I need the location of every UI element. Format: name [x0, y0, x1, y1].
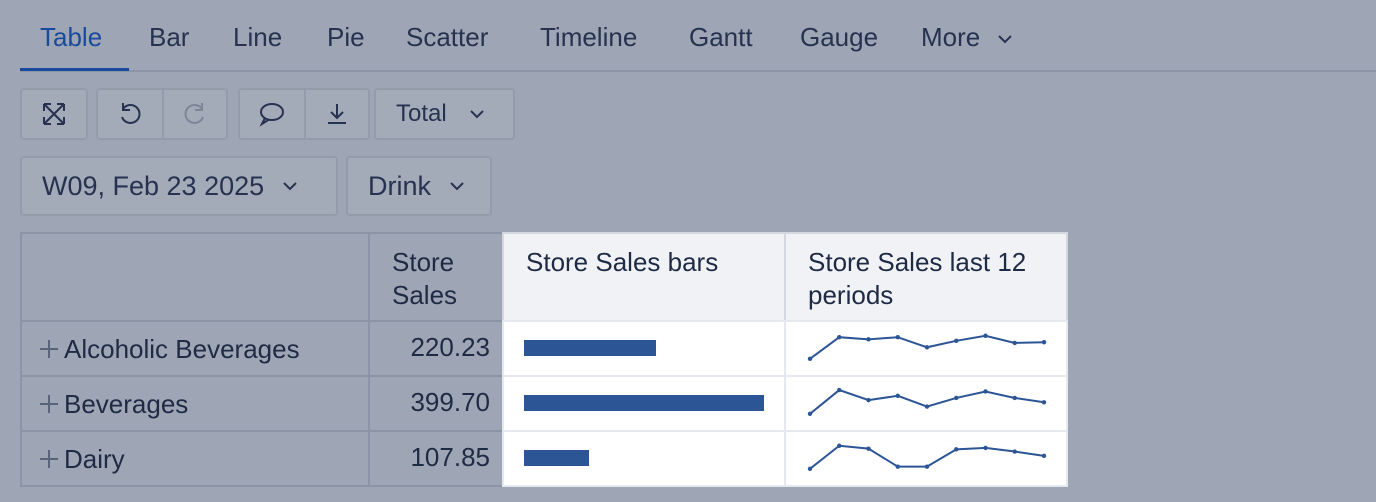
row-label: Dairy [64, 444, 125, 474]
undo-button[interactable] [98, 90, 162, 138]
total-dropdown-label: Total [396, 100, 447, 127]
sparkline [807, 443, 1047, 471]
sparkline-point [924, 464, 930, 469]
row-label-cell: Dairy [20, 430, 370, 487]
sparkline-point [954, 338, 959, 343]
chevron-down-icon [450, 182, 464, 191]
sparkline-point [837, 335, 842, 340]
comment-icon [259, 103, 284, 127]
row-label-cell: Alcoholic Beverages [20, 320, 370, 377]
header-store-sales-bars-label: Store Sales bars [526, 247, 719, 277]
sparkline-point [807, 466, 813, 471]
header-store-sales-label: Store Sales [392, 247, 458, 310]
store-sales-bar [524, 395, 764, 411]
category-filter-dropdown[interactable]: Drink [346, 156, 492, 216]
download-button[interactable] [304, 90, 368, 138]
period-filter-label: W09, Feb 23 2025 [42, 170, 265, 201]
comment-download-group [238, 88, 370, 140]
undo-icon [121, 103, 141, 124]
sparkline-point [866, 337, 871, 342]
redo-button[interactable] [162, 90, 226, 138]
sparkline-point [954, 447, 959, 452]
row-label-cell: Beverages [20, 375, 370, 432]
sparkline-point [895, 335, 900, 340]
store-sales-value: 107.85 [410, 442, 490, 472]
sparkline-cell [784, 430, 1068, 487]
period-filter-dropdown[interactable]: W09, Feb 23 2025 [20, 156, 338, 216]
store-sales-value-cell: 220.23 [368, 320, 504, 377]
tab-gantt[interactable]: Gantt [689, 22, 753, 52]
sparkline-point [924, 345, 930, 350]
store-sales-bar-cell [502, 320, 786, 377]
tab-table[interactable]: Table [40, 22, 103, 52]
sparkline-point [895, 393, 900, 398]
category-filter-label: Drink [368, 170, 432, 201]
store-sales-value: 220.23 [410, 332, 490, 362]
expand-row-plus-icon[interactable] [38, 448, 60, 470]
tab-bar[interactable]: Bar [149, 22, 190, 52]
tab-line[interactable]: Line [233, 22, 283, 52]
store-sales-value-cell: 107.85 [368, 430, 504, 487]
expand-icon [43, 103, 65, 125]
expand-button[interactable] [20, 88, 88, 140]
sparkline-point [807, 356, 813, 361]
sparkline-point [1012, 395, 1017, 401]
chevron-down-icon [469, 110, 484, 119]
sparkline-point [807, 411, 813, 416]
header-store-sales: Store Sales [368, 232, 504, 322]
undo-redo-group [96, 88, 228, 140]
row-label: Beverages [64, 389, 189, 419]
active-tab-indicator [20, 68, 129, 71]
sparkline [807, 333, 1047, 361]
sparkline-point [983, 389, 988, 394]
sparkline-point [895, 464, 900, 469]
redo-icon [184, 103, 204, 124]
sparkline-point [954, 395, 959, 401]
sparkline-point [866, 446, 871, 451]
chevron-down-icon [283, 182, 297, 191]
store-sales-value: 399.70 [410, 387, 490, 417]
store-sales-bar-cell [502, 375, 786, 432]
tab-more[interactable]: More [921, 22, 1013, 53]
sparkline-cell [784, 320, 1068, 377]
sparkline-point [837, 387, 842, 393]
total-dropdown[interactable]: Total [374, 88, 515, 140]
tab-scatter[interactable]: Scatter [406, 22, 489, 52]
chart-type-tabs: Table Bar Line Pie Scatter Timeline Gant… [20, 0, 1376, 72]
expand-row-plus-icon[interactable] [38, 338, 60, 360]
sparkline-point [924, 404, 930, 409]
sparkline-point [983, 445, 988, 451]
store-sales-bar-cell [502, 430, 786, 487]
expand-row-plus-icon[interactable] [38, 393, 60, 415]
sparkline [807, 387, 1047, 416]
sparkline-point [1012, 340, 1017, 346]
row-label: Alcoholic Beverages [64, 334, 300, 364]
sparkline-point [983, 333, 988, 338]
sparkline-path [809, 388, 1045, 415]
tab-more-label: More [921, 22, 981, 52]
sparkline-point [866, 397, 871, 403]
store-sales-bar [524, 450, 589, 466]
header-corner-cell [20, 232, 370, 322]
tab-timeline[interactable]: Timeline [540, 22, 638, 52]
header-store-sales-bars: Store Sales bars [502, 232, 786, 322]
header-store-sales-last12: Store Sales last 12 periods [784, 232, 1068, 322]
sparkline-cell [784, 375, 1068, 432]
sparkline-point [1041, 400, 1047, 405]
sparkline-point [1012, 449, 1017, 454]
tab-gauge[interactable]: Gauge [800, 22, 879, 52]
sparkline-point [837, 443, 842, 448]
header-store-sales-last12-label: Store Sales last 12 periods [808, 247, 1027, 310]
tab-pie[interactable]: Pie [327, 22, 365, 52]
comment-button[interactable] [240, 90, 304, 138]
sparkline-point [1041, 340, 1047, 345]
sparkline-point [1041, 453, 1047, 459]
store-sales-bar [524, 340, 656, 356]
store-sales-value-cell: 399.70 [368, 375, 504, 432]
download-icon [328, 104, 346, 124]
chevron-down-icon [998, 35, 1013, 44]
